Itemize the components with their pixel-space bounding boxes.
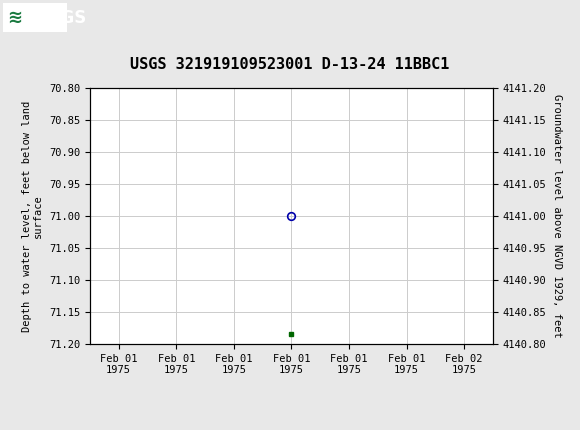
- Text: ≋: ≋: [8, 9, 23, 27]
- Bar: [3, 3, 67, 32]
- Y-axis label: Depth to water level, feet below land
surface: Depth to water level, feet below land su…: [22, 101, 44, 332]
- Y-axis label: Groundwater level above NGVD 1929, feet: Groundwater level above NGVD 1929, feet: [552, 94, 562, 338]
- Text: USGS: USGS: [36, 9, 87, 27]
- Text: USGS 321919109523001 D-13-24 11BBC1: USGS 321919109523001 D-13-24 11BBC1: [130, 57, 450, 72]
